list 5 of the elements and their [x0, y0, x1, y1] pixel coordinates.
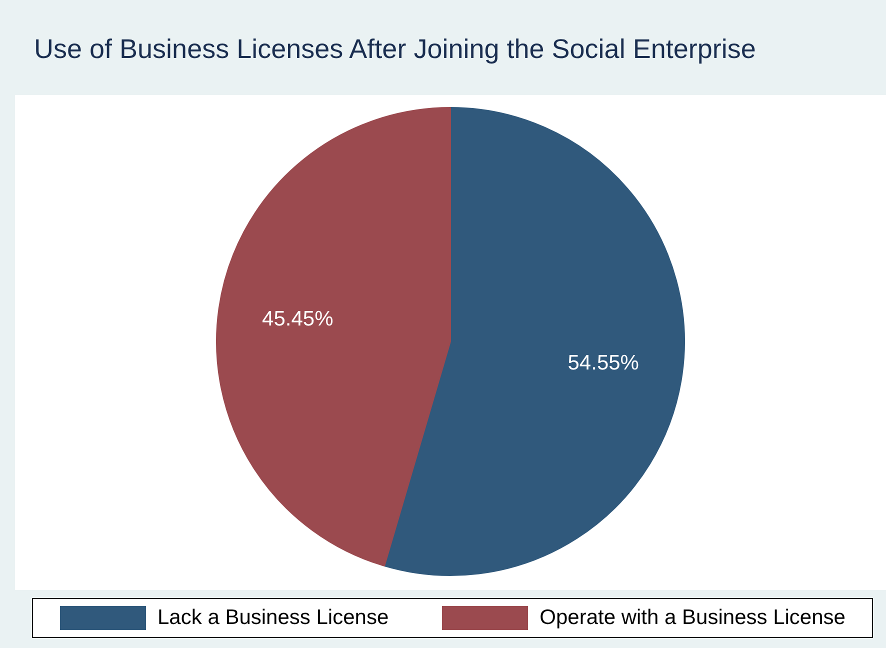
legend-label: Operate with a Business License [540, 606, 846, 630]
data-label: 54.55% [568, 351, 639, 374]
legend-label: Lack a Business License [158, 606, 389, 630]
data-label: 45.45% [262, 307, 334, 330]
chart-title: Use of Business Licenses After Joining the Social Enterprise [34, 34, 756, 65]
